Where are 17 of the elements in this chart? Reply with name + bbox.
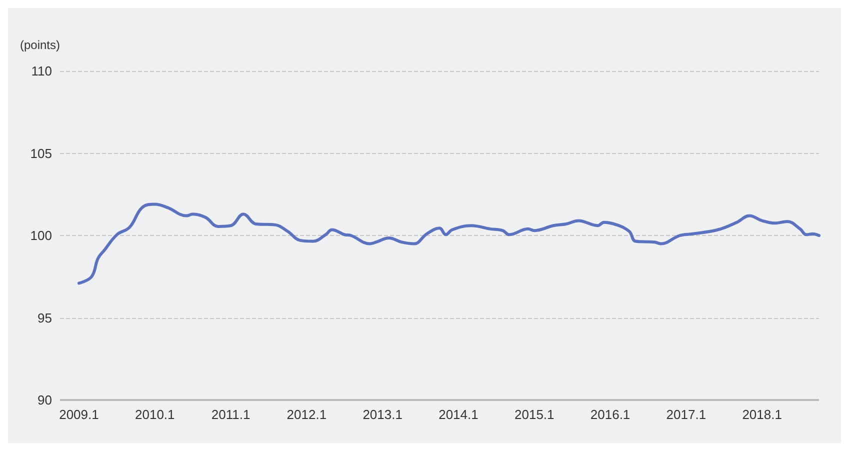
y-axis-title: (points) [20,38,60,52]
x-tick-label: 2012.1 [286,407,327,422]
x-tick-label: 2015.1 [514,407,554,422]
x-tick-label: 2016.1 [590,407,630,422]
y-tick-label: 110 [31,64,52,78]
x-tick-label: 2010.1 [134,407,175,422]
y-tick-label: 100 [30,228,52,243]
y-tick-label: 95 [38,310,52,326]
x-tick-label: 2014.1 [438,407,478,422]
line-series [77,202,820,285]
y-tick-label: 105 [30,146,52,161]
x-tick-label: 2009.1 [59,407,99,422]
x-tick-label: 2011.1 [211,407,250,422]
y-tick-label: 90 [38,392,52,408]
x-tick-label: 2017.1 [666,407,706,422]
x-tick-label: 2018.1 [742,407,782,422]
x-tick-label: 2013.1 [362,407,402,422]
